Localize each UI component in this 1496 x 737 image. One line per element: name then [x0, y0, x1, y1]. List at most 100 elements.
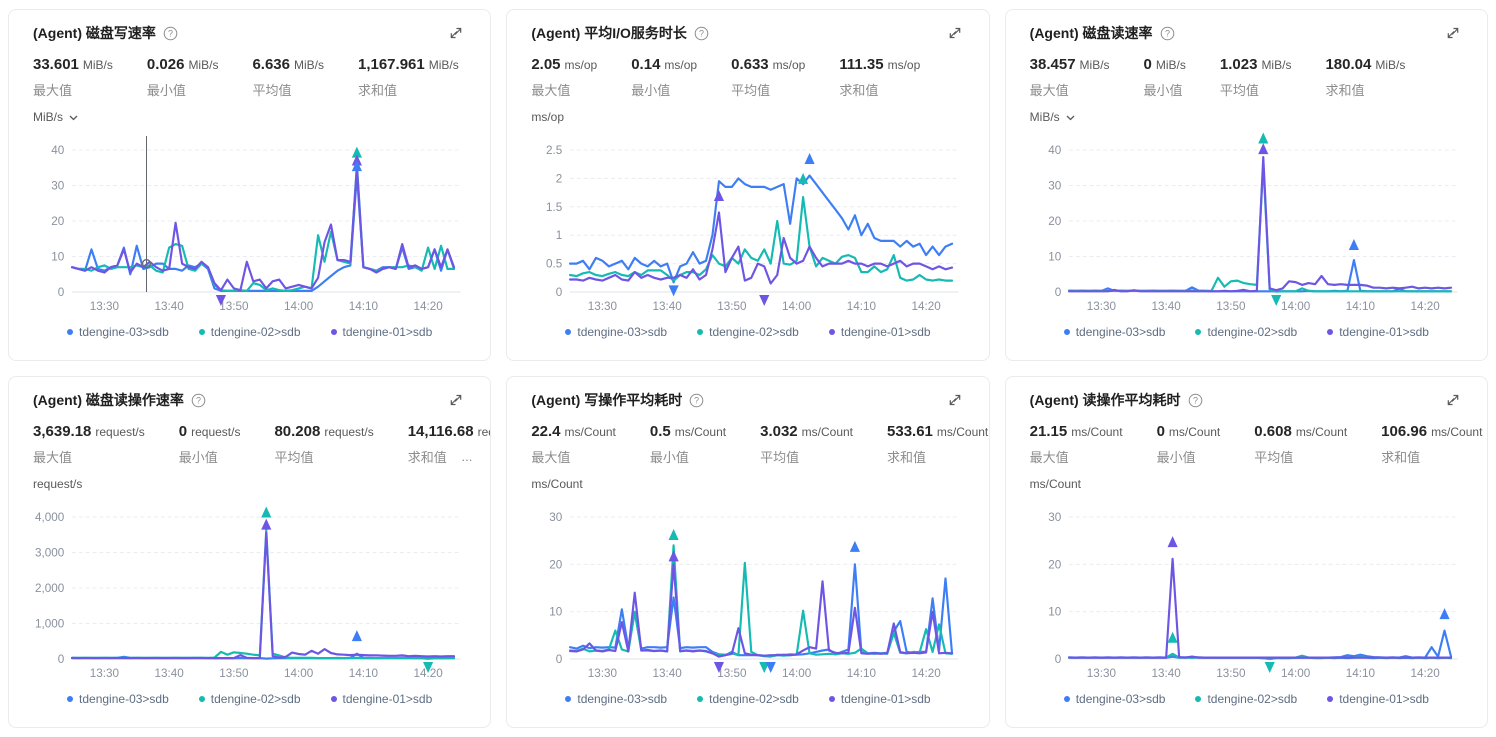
line-chart[interactable]: 0 0.5 1 1.5 2 2.5 13:30 13:40 13:50 14:00 14:10 14:…	[531, 126, 964, 324]
help-icon[interactable]: ?	[1160, 26, 1175, 41]
legend-item-tdengine-02[interactable]: tdengine-02>sdb	[198, 692, 301, 706]
stats-row: 38.457 MiB/s 最大值 0 MiB/s 最小值 1.023 MiB/s 平均值 1…	[1030, 56, 1463, 99]
stat-avg-value: 1.023	[1219, 56, 1258, 73]
card-header: (Agent) 读操作平均耗时 ?	[1030, 390, 1463, 410]
chevron-down-icon[interactable]	[68, 112, 79, 123]
help-icon[interactable]: ?	[1188, 393, 1203, 408]
svg-text:10: 10	[1048, 249, 1061, 263]
expand-icon[interactable]	[945, 23, 965, 43]
y-unit-selector[interactable]: MiB/s	[1029, 110, 1060, 124]
line-chart[interactable]: 0 10 20 30 40 13:30 13:40 13:50 14:00 14:10 14:20	[33, 126, 466, 324]
legend-item-tdengine-03[interactable]: tdengine-03>sdb	[67, 692, 169, 706]
legend-item-tdengine-02[interactable]: tdengine-02>sdb	[1195, 325, 1297, 339]
expand-icon[interactable]	[945, 390, 965, 410]
line-chart[interactable]: 0 1,000 2,000 3,000 4,000 13:30 13:40 13:50 14:0…	[33, 493, 466, 691]
card-header: (Agent) 平均I/O服务时长 ?	[531, 23, 964, 43]
stat-avg-unit: ms/Count	[801, 425, 854, 439]
legend-dot	[1327, 329, 1334, 335]
legend-item-tdengine-02[interactable]: tdengine-02>sdb	[697, 692, 799, 706]
chart-card-disk-write-rate: (Agent) 磁盘写速率 ? 33.601 MiB/s 最大值 0.026 MiB/…	[8, 9, 492, 361]
stat-sum-value: 106.96	[1381, 423, 1428, 440]
help-icon[interactable]: ?	[191, 393, 206, 408]
svg-text:14:20: 14:20	[413, 299, 443, 313]
stat-avg-unit: ms/Count	[1295, 425, 1348, 439]
svg-text:20: 20	[1048, 214, 1061, 228]
legend-item-tdengine-02[interactable]: tdengine-02>sdb	[697, 325, 799, 339]
legend-item-tdengine-01[interactable]: tdengine-01>sdb	[828, 692, 931, 706]
svg-text:40: 40	[1048, 143, 1061, 157]
expand-icon[interactable]	[446, 390, 466, 410]
svg-text:1: 1	[556, 228, 563, 242]
help-icon[interactable]: ?	[689, 393, 704, 408]
help-icon[interactable]: ?	[694, 26, 709, 41]
y-unit-label: ms/Count	[531, 477, 583, 491]
expand-icon[interactable]	[1443, 23, 1463, 43]
expand-icon[interactable]	[1443, 390, 1463, 410]
y-unit-label: ms/op	[531, 110, 565, 124]
svg-text:?: ?	[196, 395, 201, 405]
svg-text:0: 0	[58, 285, 65, 299]
legend-item-tdengine-01[interactable]: tdengine-01>sdb	[1327, 325, 1429, 339]
stat-max-unit: ms/Count	[1071, 425, 1123, 439]
legend-dot	[697, 329, 704, 335]
svg-text:0: 0	[1054, 285, 1061, 299]
stat-sum-value: 111.35	[839, 56, 884, 73]
line-chart[interactable]: 0 10 20 30 40 13:30 13:40 13:50 14:00 14:10 14:20	[1030, 126, 1463, 324]
svg-text:13:40: 13:40	[653, 666, 683, 680]
stat-avg-value: 0.608	[1254, 423, 1292, 440]
chart-card-write-op-avg-time: (Agent) 写操作平均耗时 ? 22.4 ms/Count 最大值 0.5 ms/…	[506, 376, 990, 728]
legend-item-tdengine-03[interactable]: tdengine-03>sdb	[1063, 325, 1165, 339]
svg-text:?: ?	[699, 28, 704, 38]
stat-avg-label: 平均值	[760, 450, 800, 465]
svg-text:13:30: 13:30	[90, 299, 120, 313]
legend-item-tdengine-01[interactable]: tdengine-01>sdb	[828, 325, 931, 339]
stat-min-value: 0	[178, 423, 188, 440]
legend-item-tdengine-03[interactable]: tdengine-03>sdb	[1063, 692, 1165, 706]
svg-text:13:40: 13:40	[1151, 666, 1181, 680]
svg-text:1.5: 1.5	[546, 200, 563, 214]
legend-dot	[198, 329, 205, 335]
legend-item-tdengine-01[interactable]: tdengine-01>sdb	[1327, 692, 1429, 706]
help-icon[interactable]: ?	[163, 26, 178, 41]
stat-max-label: 最大值	[1029, 83, 1069, 98]
legend-item-tdengine-02[interactable]: tdengine-02>sdb	[198, 325, 301, 339]
stat-max-value: 22.4	[531, 423, 561, 440]
card-header: (Agent) 磁盘读速率 ?	[1030, 23, 1463, 43]
stat-avg-value: 80.208	[274, 423, 321, 440]
legend-dot	[828, 696, 835, 702]
svg-text:13:40: 13:40	[155, 666, 185, 680]
line-chart[interactable]: 0 10 20 30 13:30 13:40 13:50 14:00 14:10 14:20	[531, 493, 964, 691]
y-unit-selector[interactable]: MiB/s	[33, 110, 63, 124]
chart-card-read-op-avg-time: (Agent) 读操作平均耗时 ? 21.15 ms/Count 最大值 0 ms/C…	[1004, 376, 1488, 728]
chart-legend: tdengine-03>sdb tdengine-02>sdb tdengine…	[531, 325, 964, 339]
svg-text:30: 30	[1048, 510, 1061, 524]
chart-title: (Agent) 平均I/O服务时长	[531, 25, 687, 41]
expand-icon[interactable]	[446, 23, 466, 43]
stats-overflow-indicator: ...	[457, 449, 473, 464]
chevron-down-icon[interactable]	[1065, 112, 1076, 123]
stats-row: 2.05 ms/op 最大值 0.14 ms/op 最小值 0.633 ms/op 平均值 …	[531, 56, 964, 99]
stat-max-value: 38.457	[1029, 56, 1076, 73]
legend-item-tdengine-03[interactable]: tdengine-03>sdb	[565, 325, 667, 339]
svg-text:0: 0	[58, 652, 65, 666]
stat-sum-label: 求和值	[887, 450, 927, 465]
legend-item-tdengine-03[interactable]: tdengine-03>sdb	[67, 325, 169, 339]
stat-sum-unit: MiB/s	[1375, 58, 1406, 72]
stat-avg-label: 平均值	[1254, 450, 1294, 465]
stats-row: 3,639.18 request/s 最大值 0 request/s 最小值 80.20…	[33, 423, 490, 466]
legend-item-tdengine-03[interactable]: tdengine-03>sdb	[565, 692, 667, 706]
stat-avg-value: 3.032	[760, 423, 798, 440]
chart-legend: tdengine-03>sdb tdengine-02>sdb tdengine…	[33, 692, 466, 706]
stat-max-value: 21.15	[1029, 423, 1068, 440]
stat-min-label: 最小值	[1156, 450, 1196, 465]
line-chart[interactable]: 0 10 20 30 13:30 13:40 13:50 14:00 14:10 14:20	[1030, 493, 1463, 691]
svg-text:10: 10	[550, 605, 563, 619]
legend-dot	[1195, 329, 1202, 335]
legend-item-tdengine-01[interactable]: tdengine-01>sdb	[330, 325, 432, 339]
legend-item-tdengine-01[interactable]: tdengine-01>sdb	[330, 692, 432, 706]
svg-text:13:30: 13:30	[1086, 299, 1116, 313]
legend-item-tdengine-02[interactable]: tdengine-02>sdb	[1195, 692, 1297, 706]
legend-dot	[565, 329, 572, 335]
stat-max-value: 2.05	[531, 56, 561, 73]
svg-text:13:40: 13:40	[653, 299, 683, 313]
